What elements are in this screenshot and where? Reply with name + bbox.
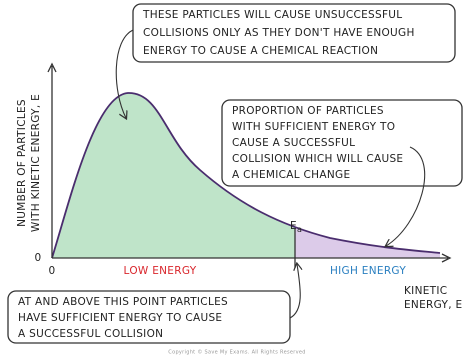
- y-origin: 0: [35, 252, 42, 264]
- callout-text: A SUCCESSFUL COLLISION: [18, 328, 163, 340]
- callout-box: [221, 99, 463, 187]
- x-axis-label: ENERGY, E: [404, 299, 462, 311]
- high-energy-area: [295, 227, 440, 258]
- low-energy: LOW ENERGY: [124, 265, 197, 277]
- callout-text: A CHEMICAL CHANGE: [232, 169, 350, 181]
- callout-text: PROPORTION OF PARTICLES: [232, 105, 384, 117]
- callout-text: COLLISIONS ONLY AS THEY DON'T HAVE ENOUG…: [143, 27, 415, 39]
- distribution-curve: [51, 92, 441, 259]
- callout-box: [132, 3, 456, 63]
- y-axis-label: NUMBER OF PARTICLES: [16, 99, 28, 227]
- x-axis-label: KINETIC: [404, 285, 447, 297]
- ea-symbol: E: [290, 220, 297, 232]
- callout-text: CAUSE A SUCCESSFUL: [232, 137, 355, 149]
- footer: Copyright © Save My Exams. All Rights Re…: [168, 349, 305, 356]
- arrow: [289, 264, 300, 319]
- high-energy: HIGH ENERGY: [330, 265, 406, 277]
- callout-box: [7, 290, 291, 344]
- y-axis: [47, 62, 57, 258]
- callout-text: HAVE SUFFICIENT ENERGY TO CAUSE: [18, 312, 222, 324]
- y-axis-label: WITH KINETIC ENERGY, E: [30, 94, 42, 232]
- callout-text: AT AND ABOVE THIS POINT PARTICLES: [18, 296, 228, 308]
- x-axis: [52, 253, 452, 263]
- callout-text: THESE PARTICLES WILL CAUSE UNSUCCESSFUL: [142, 9, 402, 21]
- callout-text: ENERGY TO CAUSE A CHEMICAL REACTION: [143, 45, 378, 57]
- activation-energy: Ea: [290, 220, 302, 234]
- ea-subscript: a: [297, 225, 302, 234]
- callouts: THESE PARTICLES WILL CAUSE UNSUCCESSFUL C…: [18, 9, 415, 340]
- arrow: [386, 146, 426, 246]
- low-energy-area: [52, 92, 295, 258]
- callout-text: COLLISION WHICH WILL CAUSE: [232, 153, 403, 165]
- arrow: [115, 29, 134, 118]
- callout-text: WITH SUFFICIENT ENERGY TO: [232, 121, 395, 133]
- x-origin: 0: [49, 265, 56, 277]
